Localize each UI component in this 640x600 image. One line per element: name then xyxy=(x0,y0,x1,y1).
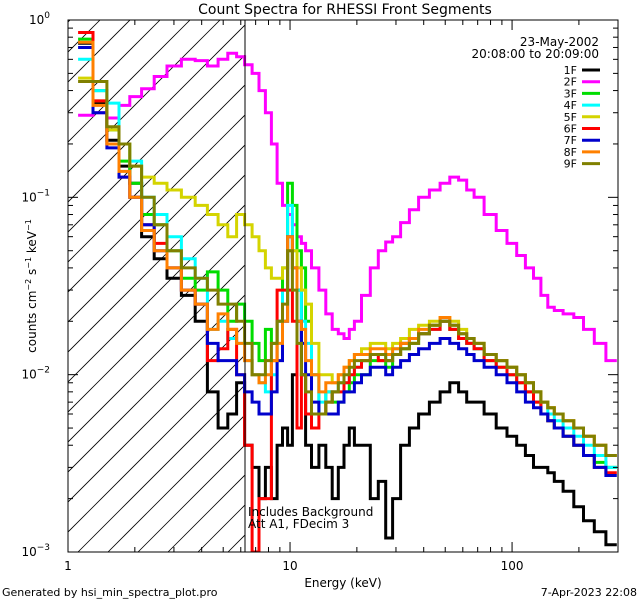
generated-by: Generated by hsi_min_spectra_plot.pro xyxy=(2,586,218,599)
legend-label-5F: 5F xyxy=(564,111,577,124)
series-line-1F xyxy=(78,41,617,547)
hatch-line xyxy=(68,204,245,383)
hatch-line xyxy=(68,294,245,473)
legend-label-9F: 9F xyxy=(564,158,577,171)
hatch-line xyxy=(77,384,245,552)
attenuator-note: Att A1, FDecim 3 xyxy=(248,517,349,531)
x-axis-label: Energy (keV) xyxy=(304,576,381,590)
legend-label-7F: 7F xyxy=(564,134,577,147)
date-label: 23-May-2002 xyxy=(520,35,599,49)
y-axis-label: counts cm−2 s−1 keV−1 xyxy=(24,219,39,353)
hatch-line xyxy=(68,144,245,323)
series-line-2F xyxy=(78,51,617,363)
legend-label-1F: 1F xyxy=(564,64,577,77)
hatch-line xyxy=(137,444,245,552)
legend-label-4F: 4F xyxy=(564,99,577,112)
x-tick-label: 1 xyxy=(64,559,72,573)
hatch-line xyxy=(68,264,245,443)
legend-label-3F: 3F xyxy=(564,87,577,100)
hatch-line xyxy=(107,414,245,552)
legend-label-2F: 2F xyxy=(564,76,577,89)
hatch-line xyxy=(68,20,161,113)
legend-label-6F: 6F xyxy=(564,123,577,136)
hatch-line xyxy=(68,324,245,503)
chart-title: Count Spectra for RHESSI Front Segments xyxy=(198,2,492,18)
series-layer xyxy=(78,31,617,552)
time-range-label: 20:08:00 to 20:09:00 xyxy=(472,47,599,61)
hatch-line xyxy=(68,54,245,233)
timestamp: 7-Apr-2023 22:08 xyxy=(541,586,637,599)
x-tick-label: 10 xyxy=(282,559,297,573)
series-line-9F xyxy=(78,80,617,457)
plot-frame xyxy=(67,19,619,553)
legend-label-8F: 8F xyxy=(564,146,577,159)
hatch-line xyxy=(68,174,245,353)
hatch-line xyxy=(68,24,245,203)
hatch-line xyxy=(68,20,191,143)
background-note: Includes Background xyxy=(248,505,373,519)
hatch-line xyxy=(68,114,245,293)
x-tick-label: 100 xyxy=(501,559,524,573)
hatch-line xyxy=(68,354,245,533)
